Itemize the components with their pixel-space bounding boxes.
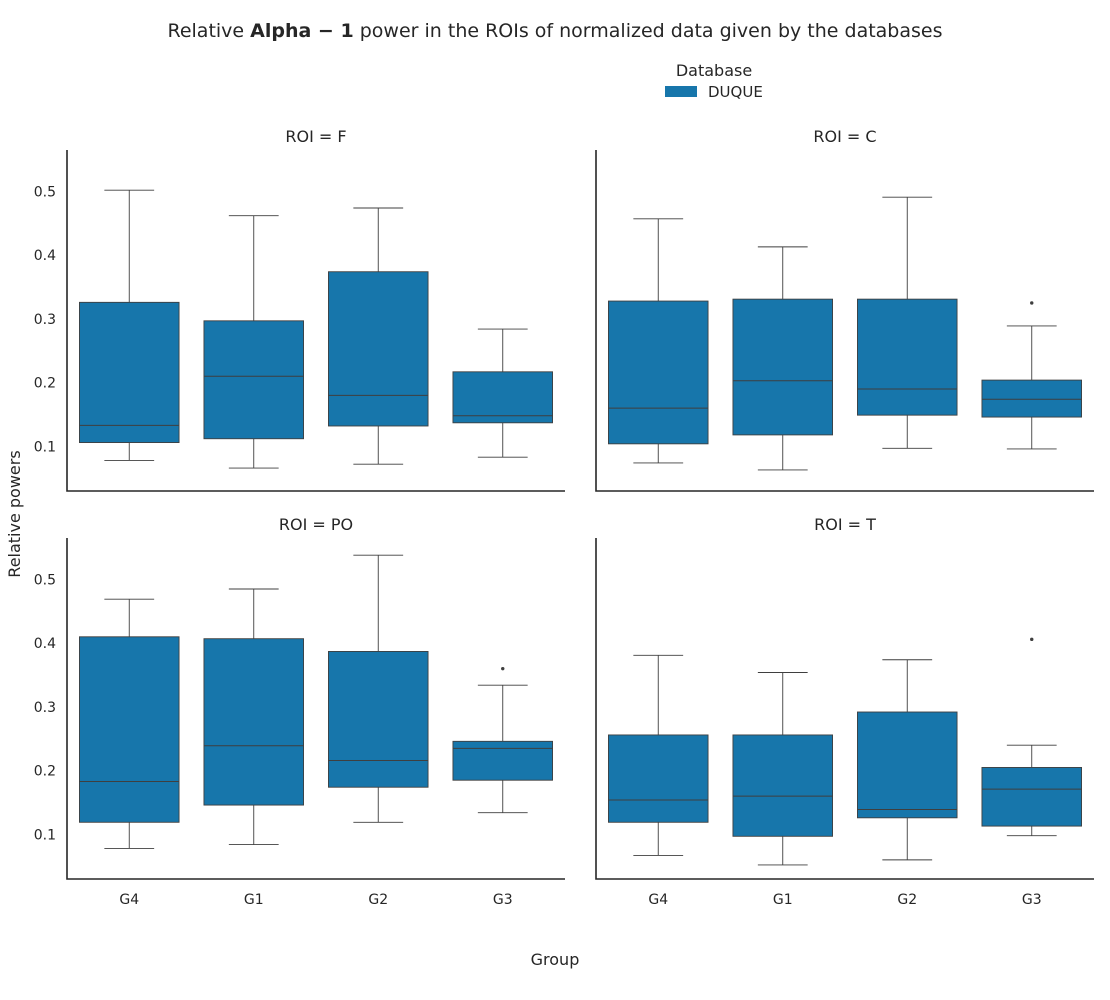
box-g3 — [981, 637, 1083, 837]
x-tick-label: G3 — [1022, 892, 1042, 908]
box-iqr — [857, 298, 958, 416]
box-iqr — [203, 320, 304, 440]
box-iqr — [452, 371, 554, 424]
chart-title-bold: Alpha − 1 — [250, 20, 354, 42]
y-tick-label: 0.2 — [34, 376, 56, 392]
panels: ROI = F 0.1 0.2 0.3 0.4 0.5 ROI = C ROI = PO 0.1… — [34, 127, 1094, 908]
y-tick-label: 0.5 — [34, 184, 56, 200]
box-g2 — [857, 196, 958, 449]
axis-spine — [595, 538, 1094, 880]
y-tick-label: 0.5 — [34, 572, 56, 588]
legend-label-duque: DUQUE — [708, 83, 763, 101]
box-iqr — [608, 300, 709, 445]
x-tick-label: G3 — [493, 892, 513, 908]
box-g3 — [452, 666, 554, 814]
x-tick-label: G1 — [773, 892, 793, 908]
y-tick-label: 0.4 — [34, 636, 56, 652]
box-g1 — [203, 215, 304, 469]
y-tick-label: 0.3 — [34, 312, 56, 328]
chart-title: Relative Alpha − 1 power in the ROIs of … — [167, 20, 942, 42]
box-g1 — [732, 246, 834, 471]
y-tick-label: 0.4 — [34, 248, 56, 264]
panel-1: ROI = F 0.1 0.2 0.3 0.4 0.5 — [34, 127, 565, 492]
box-g2 — [328, 207, 429, 465]
outlier-point — [1030, 637, 1034, 642]
box-iqr — [857, 711, 958, 819]
legend: Database DUQUE — [665, 61, 763, 101]
box-iqr — [608, 734, 709, 823]
box-iqr — [328, 271, 429, 427]
x-axis-label: Group — [531, 950, 580, 969]
panel-3: ROI = PO 0.1 0.2 0.3 0.4 0.5 G4 G1 G2 G3 — [34, 515, 565, 908]
y-tick-label: 0.2 — [34, 764, 56, 780]
box-iqr — [78, 636, 180, 823]
outlier-point — [501, 666, 505, 671]
x-tick-label: G4 — [119, 892, 139, 908]
legend-swatch-duque — [665, 86, 697, 97]
box-iqr — [981, 767, 1083, 827]
panel-title: ROI = PO — [279, 515, 353, 534]
box-iqr — [981, 379, 1083, 418]
box-iqr — [732, 298, 834, 436]
y-tick-label: 0.3 — [34, 700, 56, 716]
x-tick-label: G2 — [897, 892, 917, 908]
box-g4 — [78, 189, 180, 461]
box-g1 — [732, 672, 834, 866]
y-tick-label: 0.1 — [34, 827, 56, 843]
box-iqr — [732, 734, 834, 837]
chart-title-pre: Relative — [167, 20, 250, 42]
box-g3 — [452, 328, 554, 458]
box-g4 — [608, 654, 709, 856]
y-tick-label: 0.1 — [34, 439, 56, 455]
axis-spine — [595, 150, 1094, 492]
x-tick-label: G1 — [244, 892, 264, 908]
box-g2 — [328, 554, 429, 823]
panel-2: ROI = C — [595, 127, 1094, 492]
panel-title: ROI = T — [814, 515, 876, 534]
box-g4 — [78, 598, 180, 849]
axis-spine — [66, 538, 565, 880]
box-iqr — [203, 638, 304, 806]
box-iqr — [452, 740, 554, 781]
box-g2 — [857, 659, 958, 861]
panel-4: ROI = T G4 G1 G2 G3 — [595, 515, 1094, 908]
panel-title: ROI = C — [813, 127, 876, 146]
x-tick-label: G4 — [648, 892, 668, 908]
outlier-point — [1030, 301, 1034, 305]
chart-title-post: power in the ROIs of normalized data giv… — [354, 20, 943, 42]
y-axis-label: Relative powers — [5, 450, 24, 577]
panel-title: ROI = F — [285, 127, 346, 146]
box-iqr — [328, 651, 429, 788]
axis-spine — [66, 150, 565, 492]
box-iqr — [78, 301, 180, 444]
x-tick-label: G2 — [368, 892, 388, 908]
box-g3 — [981, 301, 1083, 450]
box-g4 — [608, 218, 709, 464]
box-g1 — [203, 588, 304, 846]
legend-title: Database — [676, 61, 752, 80]
